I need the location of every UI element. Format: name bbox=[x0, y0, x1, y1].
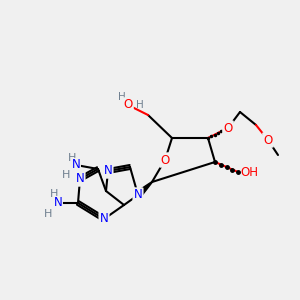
Text: N: N bbox=[72, 158, 80, 172]
Text: H: H bbox=[136, 100, 144, 110]
Text: H: H bbox=[61, 170, 70, 180]
Text: H: H bbox=[50, 189, 58, 199]
Text: N: N bbox=[134, 188, 142, 202]
Text: H: H bbox=[68, 153, 76, 163]
Polygon shape bbox=[136, 182, 152, 198]
Text: O: O bbox=[263, 134, 273, 146]
Text: N: N bbox=[54, 196, 62, 209]
Text: OH: OH bbox=[240, 166, 258, 178]
Text: N: N bbox=[76, 172, 84, 185]
Text: N: N bbox=[100, 212, 108, 226]
Text: O: O bbox=[123, 98, 133, 112]
Text: O: O bbox=[160, 154, 169, 166]
Text: H: H bbox=[44, 209, 52, 219]
Text: H: H bbox=[118, 92, 126, 102]
Text: O: O bbox=[224, 122, 232, 134]
Text: N: N bbox=[103, 164, 112, 178]
